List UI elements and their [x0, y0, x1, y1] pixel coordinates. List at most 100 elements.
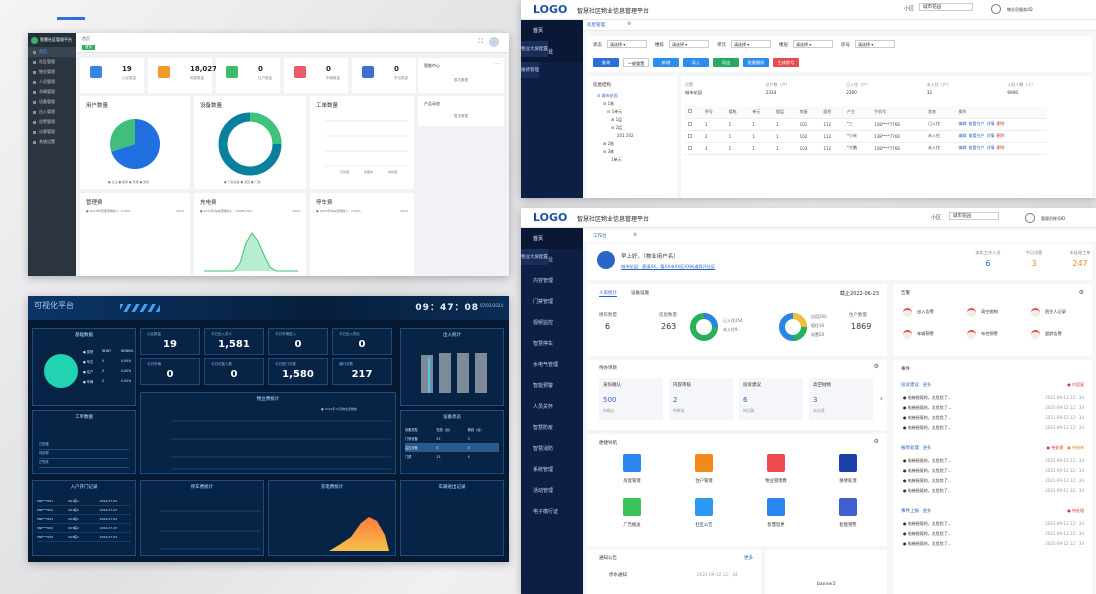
tab-people-house[interactable]: 人房统计 [599, 291, 617, 297]
sidebar-item[interactable]: 首页 [521, 20, 583, 41]
row-action-link[interactable]: 编辑 [958, 145, 967, 150]
event-item[interactable]: ● 电梯摇晃的，太危险了... 2021-09-12 12：34 [903, 468, 1084, 477]
quick-nav-item[interactable]: 智能预警 [823, 498, 873, 538]
alarm-item[interactable]: 车辆预警 [903, 328, 963, 342]
quick-nav-item[interactable]: 智慧巡更 [751, 498, 801, 538]
sidebar-item[interactable]: 设备管理 [28, 97, 76, 107]
sidebar-item[interactable]: 人员管理 [28, 77, 76, 87]
quick-nav-item[interactable]: 物业管理费 [751, 454, 801, 494]
filter-select[interactable]: 请选择 ▾ [607, 40, 647, 48]
tab-workbench[interactable]: 工作台 [593, 234, 607, 239]
row-action-link[interactable]: 查看住户 [968, 133, 985, 138]
tree-node[interactable]: ⊟ 城市花园 [597, 93, 618, 98]
row-action-link[interactable]: 详情 [986, 121, 995, 126]
checkbox[interactable] [688, 109, 692, 114]
quick-nav-item[interactable]: 住户管理 [679, 454, 729, 494]
event-item[interactable]: ● 电梯摇晃的，太危险了... 2021-09-12 12：34 [903, 395, 1084, 404]
row-action-link[interactable]: 删除 [996, 145, 1005, 150]
row-action-link[interactable]: 编辑 [958, 133, 967, 138]
alarm-item[interactable]: 出入告警 [903, 306, 963, 320]
more-link[interactable]: 更多 [923, 445, 931, 450]
area-select[interactable]: 城市花园 [949, 212, 999, 220]
sidebar-item[interactable]: 电子缴行证 [533, 509, 559, 515]
quick-nav-item[interactable]: 房屋管理 [607, 454, 657, 494]
todo-tile[interactable]: 投诉建议 6 待回复 [739, 378, 803, 420]
filter-select[interactable]: 请选择 ▾ [793, 40, 833, 48]
sidebar-item[interactable]: 活动管理 [533, 488, 554, 494]
sidebar-item[interactable]: 物业大屏配置 [521, 41, 548, 57]
sidebar-item[interactable]: 智慧消防 [533, 446, 554, 452]
checkbox[interactable] [688, 121, 692, 126]
toolbar-button[interactable]: 新增 [653, 58, 679, 67]
alarm-item[interactable]: 超龄告警 [1031, 328, 1091, 342]
event-item[interactable]: ● 电梯摇晃的，太危险了... 2021-09-12 12：34 [903, 458, 1084, 467]
sidebar-item[interactable]: 智慧防疫 [533, 425, 554, 431]
sidebar-item[interactable]: 智能预警 [533, 383, 554, 389]
quick-nav-item[interactable]: 广告推送 [607, 498, 657, 538]
filter-select[interactable]: 请选择 ▾ [669, 40, 709, 48]
sidebar-item[interactable]: 系统管理 [533, 467, 554, 473]
tree-node[interactable]: ⊟ 2层 [611, 125, 623, 130]
close-icon[interactable]: ⊗ [633, 232, 638, 238]
sidebar-item[interactable]: 物业管理 [28, 67, 76, 77]
checkbox[interactable] [688, 133, 692, 138]
year-select[interactable]: 2024 [400, 209, 408, 213]
sidebar-item[interactable]: 水电气管理 [533, 362, 559, 368]
area-select[interactable]: 城市花园 [919, 3, 973, 11]
quick-nav-item[interactable]: 社区公告 [679, 498, 729, 538]
alarm-item[interactable]: 高空抛物 [967, 306, 1027, 320]
sidebar-item[interactable]: 社区管理 [28, 57, 76, 67]
tree-node[interactable]: ⊟ 1单元 [607, 109, 623, 114]
sidebar-item[interactable]: 首页 [521, 228, 583, 249]
more-link[interactable]: 更多 [923, 508, 931, 513]
row-action-link[interactable]: 详情 [986, 145, 995, 150]
filter-select[interactable]: 请选择 ▾ [855, 40, 895, 48]
notice-item[interactable]: 停水通知 [609, 573, 627, 578]
user-name[interactable]: 物业员服务/ID [1007, 7, 1033, 12]
sidebar-item[interactable]: 视频监控 [533, 320, 554, 326]
gear-icon[interactable]: ⚙ [873, 438, 879, 445]
gear-icon[interactable]: ⚙ [1078, 289, 1084, 296]
sidebar-item[interactable]: 智慧停车 [533, 341, 554, 347]
year-select[interactable]: 2024 [176, 209, 184, 213]
close-icon[interactable]: ⊗ [627, 21, 632, 27]
filter-select[interactable]: 请选择 ▾ [731, 40, 771, 48]
row-action-link[interactable]: 编辑 [958, 121, 967, 126]
tab-facilities[interactable]: 设备设施 [631, 291, 649, 296]
user-avatar-icon[interactable] [1025, 213, 1035, 223]
chevron-right-icon[interactable]: › [879, 394, 883, 403]
tab-house-management[interactable]: 房屋管理 [587, 23, 605, 28]
row-action-link[interactable]: 查看住户 [968, 145, 985, 150]
sidebar-item[interactable]: 告警管理 [28, 117, 76, 127]
year-select[interactable]: 2024 [292, 209, 300, 213]
alarm-item[interactable]: 陌生人记录 [1031, 306, 1091, 320]
event-item[interactable]: ● 电梯摇晃的，太危险了... 2021-09-12 12：34 [903, 488, 1084, 497]
event-item[interactable]: ● 电梯摇晃的，太危险了... 2021-09-12 12：34 [903, 425, 1084, 434]
tree-node[interactable]: ⊟ 1栋 [603, 101, 615, 106]
toolbar-button[interactable]: 导出 [713, 58, 739, 67]
avatar[interactable] [489, 37, 499, 47]
sidebar-item[interactable]: 车辆管理 [28, 87, 76, 97]
sidebar-item[interactable]: 系统设置 [28, 137, 76, 147]
tree-node[interactable]: ⊞ 2栋 [603, 141, 615, 146]
community-address[interactable]: 城市花园：碧溪XX，看XX市XX区XX街道我开社区 [621, 264, 716, 269]
user-avatar-icon[interactable] [991, 4, 1001, 14]
toolbar-button[interactable]: 一键重置 [623, 58, 649, 67]
fullscreen-icon[interactable]: ⛶ [478, 38, 483, 45]
sidebar-item[interactable]: 门禁管理 [533, 299, 554, 305]
checkbox[interactable] [688, 145, 692, 150]
todo-tile[interactable]: 高空抛物 3 未处理 [809, 378, 873, 420]
more-link[interactable]: 更多 [744, 556, 753, 561]
todo-tile[interactable]: 身份确认 500 待确认 [599, 378, 663, 420]
row-action-link[interactable]: 删除 [996, 121, 1005, 126]
row-action-link[interactable]: 删除 [996, 133, 1005, 138]
gear-icon[interactable]: ⚙ [873, 363, 879, 370]
event-item[interactable]: ● 电梯摇晃的，太危险了... 2021-09-12 12：34 [903, 531, 1084, 540]
more-icon[interactable]: ··· [494, 61, 499, 67]
sidebar-item[interactable]: 出入管理 [28, 107, 76, 117]
sidebar-item[interactable]: 内容管理 [533, 278, 554, 284]
more-link[interactable]: 更多 [923, 382, 931, 387]
alarm-item[interactable]: 布控预警 [967, 328, 1027, 342]
sidebar-item[interactable]: 访客管理 [28, 127, 76, 137]
user-name[interactable]: 管理员账号ID [1041, 216, 1066, 221]
